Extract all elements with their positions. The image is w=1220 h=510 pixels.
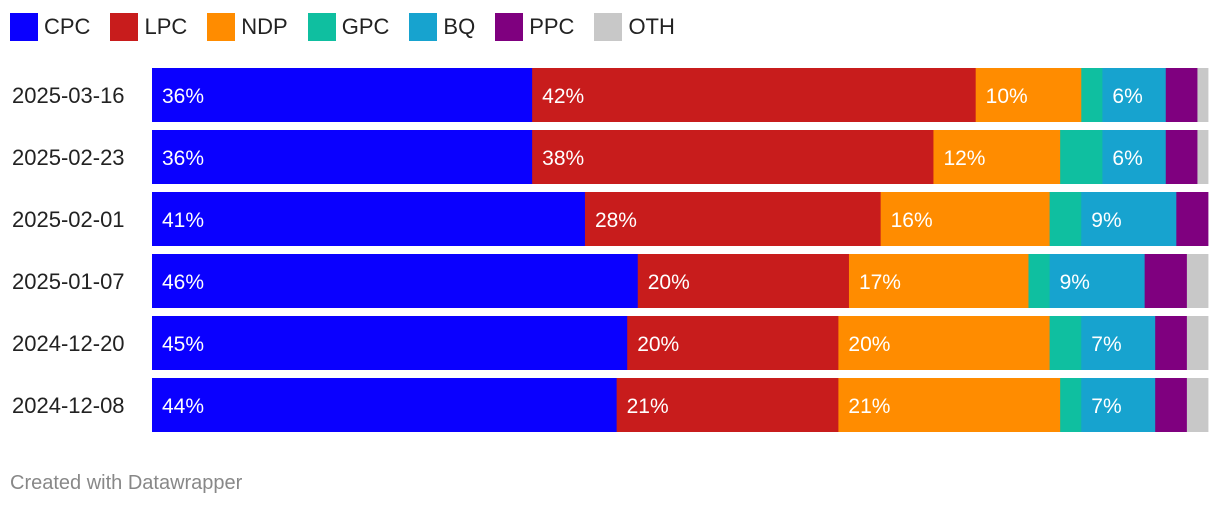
bar-segment-bq (1049, 254, 1146, 308)
bar-segment-bq (1081, 192, 1177, 246)
data-label: 38% (542, 147, 584, 170)
legend-label-oth: OTH (628, 14, 675, 39)
data-label: 21% (848, 395, 890, 418)
bar-segment-lpc (532, 130, 934, 184)
bar-segment-ppc (1144, 254, 1188, 308)
stacked-bar-chart: 2025-03-16 36% 42% 10% 6% 2025-02-23 36% 38% 12%… (12, 68, 1209, 432)
bar-segment-bq (1081, 316, 1156, 370)
legend-swatch-cpc (10, 13, 38, 41)
data-label: 17% (859, 271, 901, 294)
data-label: 21% (627, 395, 669, 418)
footer-credit: Created with Datawrapper (10, 472, 243, 494)
data-label: 20% (848, 333, 890, 356)
bar-segment-oth (1197, 68, 1209, 122)
data-label: 16% (891, 209, 933, 232)
bar-segment-lpc (637, 254, 850, 308)
data-label: 7% (1091, 333, 1121, 356)
legend-item-lpc: LPC (110, 13, 187, 41)
data-label: 6% (1112, 85, 1142, 108)
legend-label-ppc: PPC (529, 14, 575, 39)
bar-segment-cpc (152, 378, 618, 432)
data-label: 7% (1091, 395, 1121, 418)
bar-segment-oth (1197, 130, 1209, 184)
bar-segment-oth (1186, 378, 1209, 432)
data-label: 46% (162, 271, 204, 294)
legend-item-ppc: PPC (495, 13, 574, 41)
legend-swatch-ndp (207, 13, 236, 41)
bar-segment-bq (1102, 130, 1167, 184)
category-label: 2024-12-20 (12, 331, 125, 356)
legend-swatch-oth (594, 13, 623, 41)
bar-segment-bq (1102, 68, 1167, 122)
data-label: 42% (542, 85, 584, 108)
bar-segment-cpc (152, 254, 639, 308)
bar-segment-lpc (616, 378, 839, 432)
legend-label-ndp: NDP (241, 14, 288, 39)
legend: CPC LPC NDP GPC BQ PPC OTH (10, 12, 695, 42)
category-label: 2025-02-23 (12, 145, 125, 170)
bar-segment-gpc (1049, 192, 1082, 246)
legend-label-gpc: GPC (341, 14, 390, 39)
data-label: 41% (162, 209, 204, 232)
bar-segment-ndp (880, 192, 1050, 246)
bar-segment-cpc (152, 68, 533, 122)
data-label: 9% (1060, 271, 1090, 294)
data-label: 20% (637, 333, 679, 356)
legend-item-cpc: CPC (10, 13, 90, 41)
legend-swatch-ppc (495, 13, 524, 41)
data-label: 10% (986, 85, 1028, 108)
bar-segment-gpc (1049, 316, 1082, 370)
legend-swatch-bq (409, 13, 438, 41)
category-label: 2024-12-08 (12, 393, 125, 418)
data-label: 36% (162, 85, 204, 108)
data-label: 9% (1091, 209, 1121, 232)
data-label: 45% (162, 333, 204, 356)
bar-segment-gpc (1060, 378, 1082, 432)
bar-segment-gpc (1060, 130, 1103, 184)
legend-label-cpc: CPC (44, 14, 91, 39)
bar-segment-lpc (627, 316, 839, 370)
legend-item-bq: BQ (409, 13, 475, 41)
bar-segment-lpc (532, 68, 977, 122)
category-label: 2025-01-07 (12, 269, 125, 294)
legend-swatch-gpc (307, 13, 336, 41)
legend-label-lpc: LPC (144, 14, 188, 39)
bar-segment-oth (1186, 316, 1209, 370)
bar-segment-ndp (933, 130, 1061, 184)
bar-segment-ndp (838, 378, 1061, 432)
legend-label-bq: BQ (443, 14, 476, 39)
bar-segment-ndp (975, 68, 1082, 122)
bar-segment-ppc (1176, 192, 1209, 246)
bar-segment-bq (1081, 378, 1156, 432)
data-label: 6% (1112, 147, 1142, 170)
data-label: 12% (943, 147, 985, 170)
bar-segment-cpc (152, 192, 586, 246)
bar-segment-lpc (584, 192, 882, 246)
bar-segment-ppc (1155, 316, 1188, 370)
bar-segment-gpc (1081, 68, 1103, 122)
data-label: 20% (648, 271, 690, 294)
legend-item-ndp: NDP (207, 13, 288, 41)
bar-segment-cpc (152, 130, 533, 184)
category-label: 2025-03-16 (12, 83, 125, 108)
bar-segment-ppc (1165, 130, 1198, 184)
bar-segment-ndp (848, 254, 1029, 308)
bar-segment-gpc (1028, 254, 1050, 308)
data-label: 44% (162, 395, 204, 418)
data-label: 36% (162, 147, 204, 170)
bar-segment-cpc (152, 316, 628, 370)
bar-segment-ppc (1155, 378, 1188, 432)
legend-item-oth: OTH (594, 13, 675, 41)
legend-item-gpc: GPC (307, 13, 390, 41)
legend-swatch-lpc (110, 13, 139, 41)
category-label: 2025-02-01 (12, 207, 125, 232)
bar-segment-ndp (838, 316, 1050, 370)
bar-segment-ppc (1165, 68, 1198, 122)
data-label: 28% (595, 209, 637, 232)
bar-segment-oth (1186, 254, 1209, 308)
